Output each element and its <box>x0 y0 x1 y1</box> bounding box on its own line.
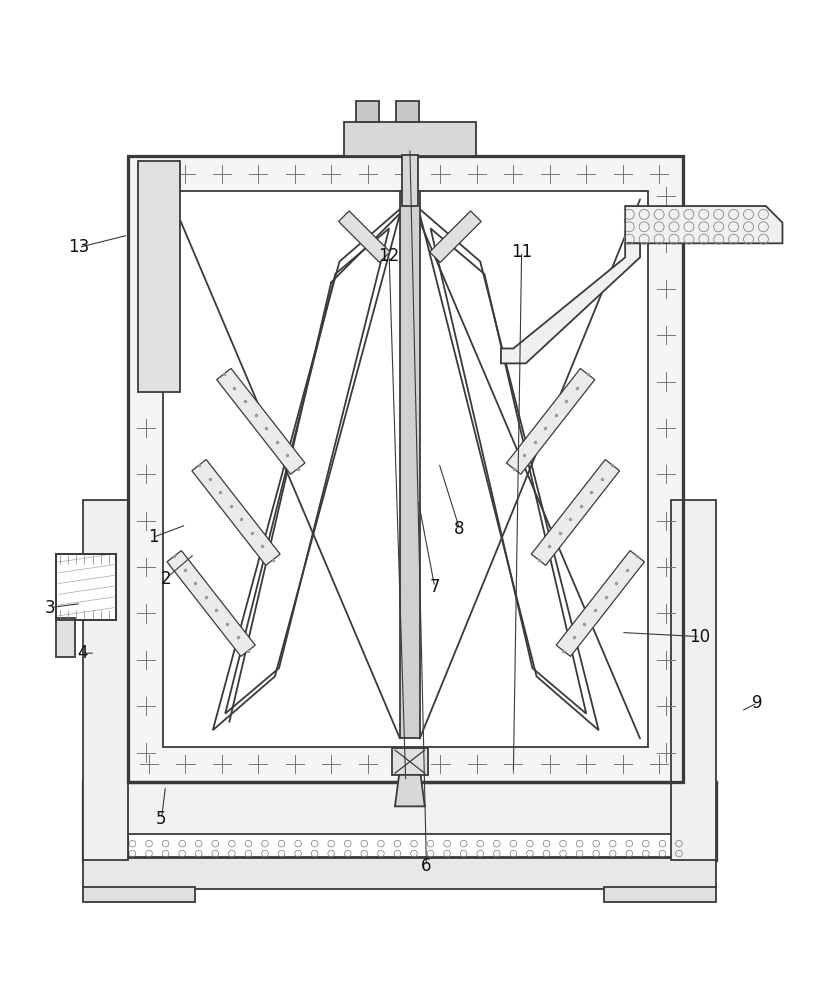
Bar <box>128 156 163 782</box>
Bar <box>83 782 715 860</box>
Text: 11: 11 <box>510 243 532 261</box>
Polygon shape <box>500 243 639 363</box>
Polygon shape <box>338 211 390 262</box>
Bar <box>83 887 194 902</box>
Bar <box>83 500 128 860</box>
Text: 7: 7 <box>429 578 439 596</box>
Text: 12: 12 <box>378 247 399 265</box>
Text: 13: 13 <box>68 238 89 256</box>
Bar <box>128 156 682 191</box>
Bar <box>343 122 476 156</box>
Text: 2: 2 <box>160 570 170 588</box>
Polygon shape <box>217 368 304 474</box>
Text: 1: 1 <box>148 528 158 546</box>
Bar <box>128 156 682 782</box>
Text: 5: 5 <box>156 810 166 828</box>
Polygon shape <box>192 460 280 565</box>
Text: 8: 8 <box>454 520 464 538</box>
Polygon shape <box>429 211 480 262</box>
Bar <box>356 101 379 122</box>
Bar <box>401 155 418 206</box>
Bar <box>648 156 682 782</box>
Bar <box>56 618 74 657</box>
Bar <box>163 191 648 747</box>
Bar <box>395 101 418 122</box>
Polygon shape <box>556 551 643 656</box>
Bar <box>128 747 682 782</box>
Text: 9: 9 <box>752 694 762 712</box>
Polygon shape <box>531 460 619 565</box>
Polygon shape <box>624 206 782 243</box>
Text: 4: 4 <box>78 644 88 662</box>
Bar <box>56 554 116 620</box>
Bar <box>56 554 116 620</box>
Bar <box>670 500 715 860</box>
Bar <box>391 748 428 775</box>
Bar <box>399 191 419 738</box>
Polygon shape <box>167 551 255 656</box>
Bar <box>83 858 715 889</box>
Text: 10: 10 <box>688 628 710 646</box>
Text: 3: 3 <box>45 599 55 617</box>
Bar <box>604 887 715 902</box>
Bar <box>128 834 695 857</box>
Polygon shape <box>506 368 594 474</box>
Text: 6: 6 <box>421 857 431 875</box>
Polygon shape <box>394 775 424 806</box>
Bar <box>138 161 179 392</box>
